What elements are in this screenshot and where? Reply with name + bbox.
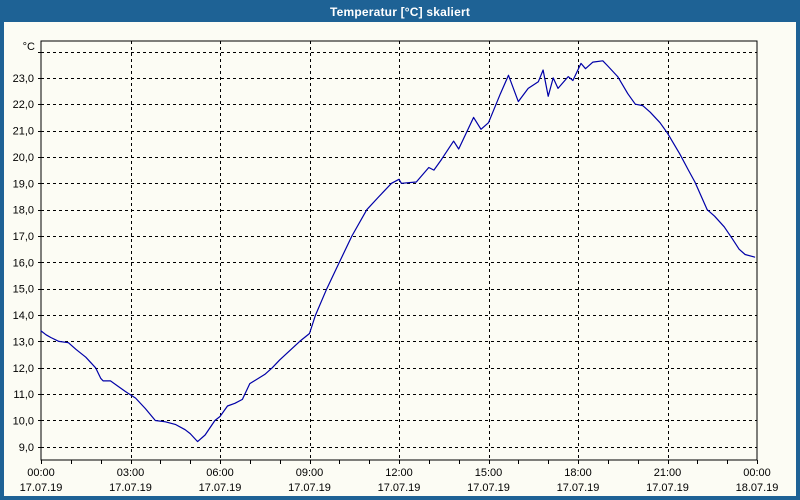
y-axis-tick-label: 21,0 [13, 126, 34, 138]
x-axis-time-label: 06:00 [206, 467, 234, 479]
x-axis-date-label: 17.07.19 [20, 482, 63, 494]
x-axis-date-label: 17.07.19 [467, 482, 510, 494]
x-axis-time-label: 00:00 [27, 467, 55, 479]
y-axis-tick-label: 19,0 [13, 178, 34, 190]
x-axis-time-label: 03:00 [117, 467, 145, 479]
temperature-series-line [40, 60, 756, 443]
temperature-line-chart: 9,0 10,0 11,0 12,0 13,0 14,0 15,0 16,0 17,0 18,0 1… [13, 40, 779, 494]
x-axis-date-label: 17.07.19 [557, 482, 600, 494]
y-axis-tick-label: 13,0 [13, 336, 34, 348]
window-title: Temperatur [°C] skaliert [329, 5, 471, 19]
y-axis-tick-label: 14,0 [13, 310, 34, 322]
y-axis-tick-label: 10,0 [13, 415, 34, 427]
window-titlebar: Temperatur [°C] skaliert [4, 4, 796, 22]
x-axis-time-label: 09:00 [296, 467, 324, 479]
x-axis-date-label: 17.07.19 [109, 482, 152, 494]
y-axis-tick-label: 16,0 [13, 257, 34, 269]
x-axis-time-label: 00:00 [743, 467, 771, 479]
y-axis-tick-label: 18,0 [13, 205, 34, 217]
y-axis-tick-label: 23,0 [13, 73, 34, 85]
x-axis-date-label: 17.07.19 [378, 482, 421, 494]
x-axis-date-label: 17.07.19 [199, 482, 242, 494]
chart-area: 9,0 10,0 11,0 12,0 13,0 14,0 15,0 16,0 17,0 18,0 1… [4, 22, 796, 496]
y-axis-tick-label: 11,0 [13, 389, 34, 401]
x-axis-time-label: 15:00 [475, 467, 503, 479]
y-axis-tick-label: 12,0 [13, 363, 34, 375]
y-axis-tick-label: 15,0 [13, 284, 34, 296]
x-axis-date-label: 17.07.19 [288, 482, 331, 494]
x-axis-time-label: 18:00 [564, 467, 592, 479]
y-axis-tick-label: 17,0 [13, 231, 34, 243]
x-axis-time-label: 12:00 [385, 467, 413, 479]
y-axis-tick-label: 20,0 [13, 152, 34, 164]
x-axis-time-label: 21:00 [654, 467, 682, 479]
x-axis-date-label: 17.07.19 [646, 482, 689, 494]
y-axis-tick-label: 9,0 [19, 442, 34, 454]
x-axis-date-label: 18.07.19 [736, 482, 779, 494]
y-axis-unit-label: °C [23, 41, 35, 53]
y-axis-tick-label: 22,0 [13, 99, 34, 111]
